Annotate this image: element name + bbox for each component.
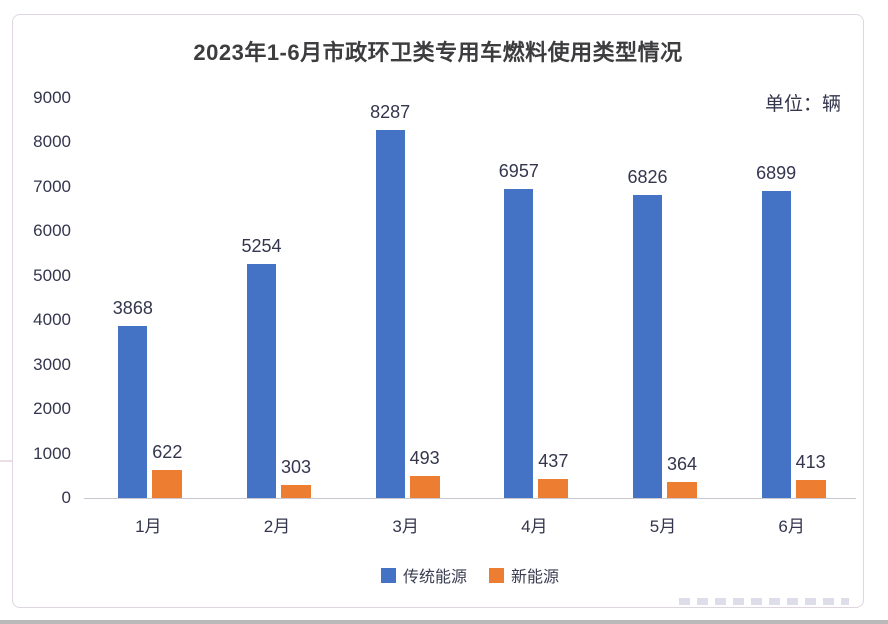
x-axis-line [84,498,856,499]
bar-value-label: 8287 [370,101,411,122]
x-axis-label: 1月 [135,517,162,536]
chart-legend: 传统能源 新能源 [84,563,856,587]
bar-value-label: 6826 [627,166,668,187]
y-axis-tick-label: 7000 [33,176,71,196]
plot-area: 0 1000 2000 3000 4000 5000 6000 7000 8000 9000 386… [13,15,863,607]
bar-new-energy [538,478,569,498]
y-axis-tick-label: 2000 [33,399,71,419]
x-axis-label: 6月 [778,517,805,536]
bar-value-label: 5254 [241,236,282,257]
bar-new-energy [667,481,697,498]
bar-traditional-energy [118,326,148,498]
chart-card: 2023年1-6月市政环卫类专用车燃料使用类型情况 单位：辆 0 1000 2000… [12,14,864,608]
legend-label: 新能源 [511,569,560,586]
bar-traditional-energy [633,194,662,498]
y-axis-tick-label: 0 [61,488,71,507]
bar-traditional-energy [761,191,791,498]
x-axis-label: 2月 [263,517,291,536]
legend-item-new-energy: 新能源 [489,563,559,587]
x-axis-label: 4月 [521,517,548,536]
legend-label: 传统能源 [402,569,467,586]
bar-new-energy [152,470,183,498]
bar-value-label: 6899 [756,163,797,184]
watermark [679,598,849,605]
y-axis-tick-label: 5000 [33,265,71,285]
unit-label: 单位：辆 [764,94,841,115]
bar-traditional-energy [247,264,276,498]
y-axis-tick-label: 1000 [33,443,71,463]
y-axis-tick-label: 6000 [33,221,71,241]
bar-value-label: 622 [152,442,183,463]
bar-value-label: 437 [538,450,569,471]
bar-traditional-energy [375,129,405,498]
bar-new-energy [409,476,440,498]
bottom-edge-strip [0,620,888,624]
legend-item-traditional-energy: 传统能源 [380,563,467,587]
left-edge-artifact [0,460,12,462]
x-axis-label: 3月 [392,517,419,536]
bar-value-label: 6957 [498,160,539,181]
bar-traditional-energy [504,188,534,498]
bar-new-energy [281,484,311,498]
bar-new-energy [795,479,826,498]
chart-title: 2023年1-6月市政环卫类专用车燃料使用类型情况 [193,40,683,65]
y-axis-tick-label: 4000 [33,310,71,330]
bar-value-label: 364 [666,453,698,474]
bar-value-label: 493 [409,448,440,469]
y-axis-tick-label: 3000 [33,354,71,374]
bar-value-label: 303 [280,456,312,477]
legend-swatch [489,567,504,583]
bar-value-label: 413 [795,451,826,472]
legend-swatch [380,567,396,583]
y-axis-tick-label: 9000 [33,88,71,107]
y-axis-tick-label: 8000 [33,132,71,152]
bar-value-label: 3868 [112,298,153,319]
x-axis-label: 5月 [649,517,677,536]
